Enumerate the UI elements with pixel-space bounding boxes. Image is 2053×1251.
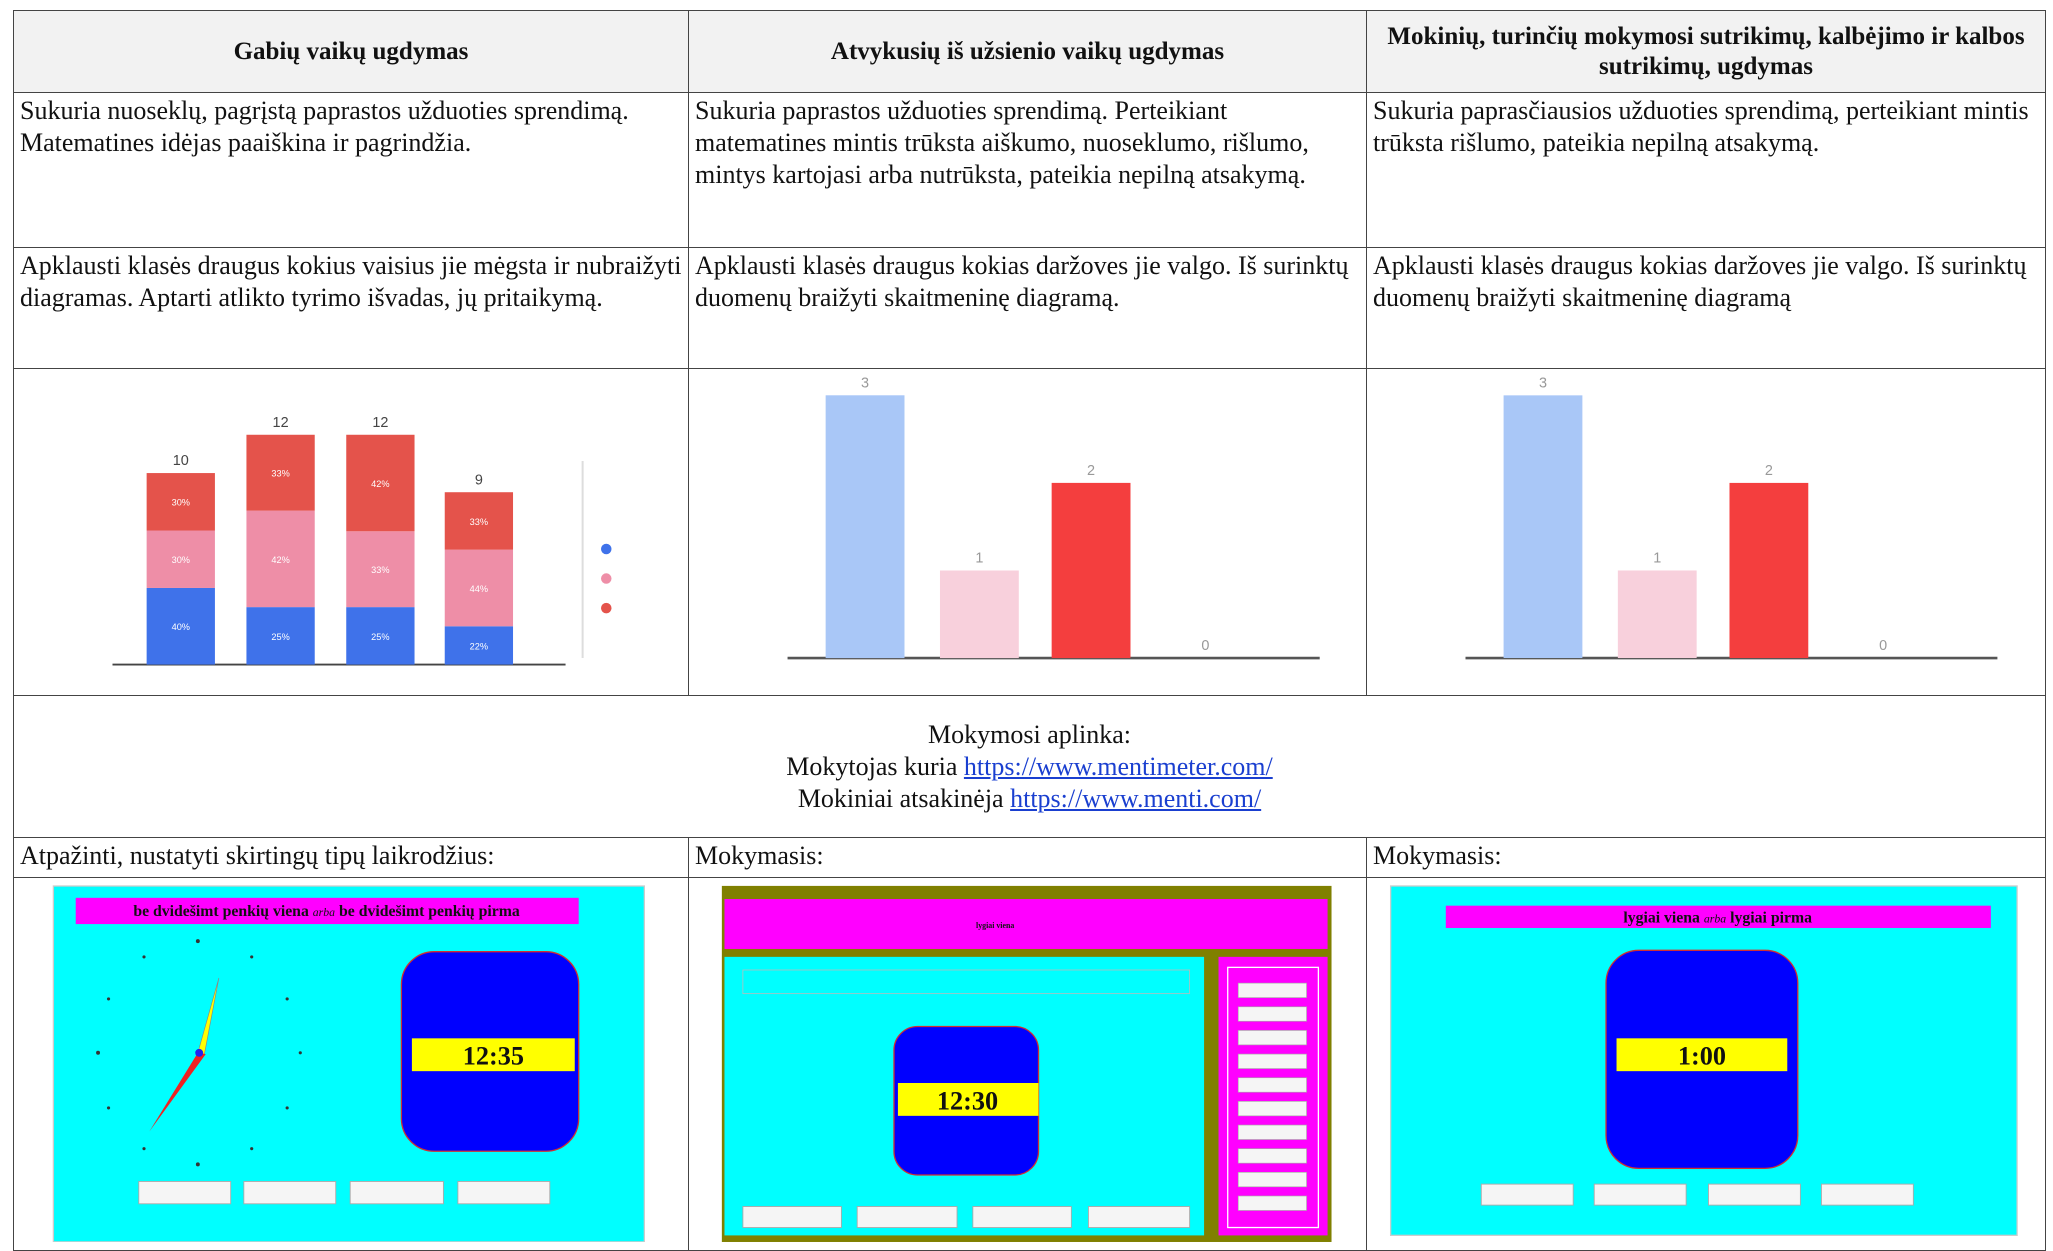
segment-label: 30% [172, 498, 190, 508]
value-label: 3 [861, 375, 869, 391]
row: Atpažinti, nustatyti skirtingų tipų laik… [13, 837, 2046, 878]
segment-label: 25% [371, 632, 389, 642]
title-part: be dvidešimt penkių pirma [339, 903, 520, 920]
cell: Apklausti klasės draugus kokias daržoves… [688, 247, 1367, 369]
value-label: 1 [1653, 551, 1661, 567]
legend-dot [601, 602, 612, 614]
screen-title: be dvidešimt penkių viena arba be dvidešim… [133, 903, 520, 920]
title-part: lygiai pirma [1730, 910, 1812, 927]
bar-segment [246, 510, 315, 608]
screenshot: be dvidešimt penkių viena arba be dvidešim… [52, 885, 646, 1243]
bar [939, 570, 1019, 659]
title-part: be dvidešimt penkių viena [133, 903, 309, 920]
total-label: 12 [273, 415, 289, 431]
line-text: Mokytojas kuria [786, 751, 958, 781]
segment-label: 22% [470, 641, 488, 651]
header-cell: Atvykusių iš užsienio vaikų ugdymas [688, 10, 1367, 93]
screen-time: 12:30 [937, 1086, 998, 1115]
value-label: 0 [1201, 638, 1209, 654]
chart-row: 40% 30% 30% 10 25% 42% 33% 12 25% 33% 42% 12 22% 44% 3… [13, 368, 2046, 696]
bar-segment [246, 434, 315, 511]
cell: Apklausti klasės draugus kokius vaisius … [13, 247, 689, 369]
environment-cell: Mokymosi aplinka: Mokytojas kuria https:… [13, 695, 2046, 838]
segment-label: 33% [271, 469, 289, 479]
bar-segment [146, 473, 215, 531]
cell: Atpažinti, nustatyti skirtingų tipų laik… [13, 837, 689, 878]
row: Apklausti klasės draugus kokius vaisius … [13, 247, 2046, 369]
value-label: 2 [1765, 463, 1773, 479]
bar-segment [444, 492, 514, 550]
chart: 40% 30% 30% 10 25% 42% 33% 12 25% 33% 42% 12 22% 44% 3… [112, 415, 612, 666]
row: Sukuria nuoseklų, pagrįstą paprastos užd… [13, 92, 2046, 248]
segment-label: 33% [470, 517, 488, 527]
cell: lygiai viena 12:30 [688, 877, 1367, 1251]
bar-segment [444, 549, 514, 627]
table: Gabių vaikų ugdymas Atvykusių iš užsieni… [13, 10, 2046, 1251]
value-label: 2 [1087, 463, 1095, 479]
cell: lygiai viena arba lygiai pirma 1:00 [1366, 877, 2046, 1251]
legend-dot [601, 543, 612, 555]
bar-segment [146, 530, 215, 588]
bar-segment [146, 587, 215, 665]
bar [1503, 395, 1583, 659]
value-label: 3 [1539, 375, 1547, 391]
screen-time: 1:00 [1678, 1042, 1726, 1071]
environment-line: Mokytojas kuria https://www.mentimeter.c… [20, 751, 2039, 783]
link[interactable]: https://www.menti.com/ [1010, 783, 1262, 813]
total-label: 12 [372, 415, 388, 431]
cell: Mokymasis: [688, 837, 1367, 878]
cell: Mokymasis: [1366, 837, 2046, 878]
chart: 3 1 2 0 [787, 375, 1320, 660]
screenshot: lygiai viena arba lygiai pirma 1:00 [1389, 885, 2018, 1236]
segment-label: 42% [371, 479, 389, 489]
segment-label: 42% [271, 555, 289, 565]
cell: Sukuria paprastos užduoties sprendimą. P… [688, 92, 1367, 248]
title-part: lygiai viena [1623, 910, 1700, 927]
legend-dot [601, 573, 612, 584]
segment-label: 40% [172, 622, 190, 632]
environment-line: Mokiniai atsakinėja https://www.menti.co… [20, 783, 2039, 815]
cell: Sukuria paprasčiausios užduoties sprendi… [1366, 92, 2046, 248]
bar [1051, 482, 1131, 659]
segment-label: 30% [172, 555, 190, 565]
total-label: 9 [475, 472, 483, 488]
bar-segment [346, 607, 415, 665]
header-cell: Gabių vaikų ugdymas [13, 10, 689, 93]
title-part: arba [1704, 912, 1726, 926]
total-label: 10 [173, 453, 189, 469]
chart: 3 1 2 0 [1465, 375, 1998, 660]
bar-segment [444, 626, 514, 665]
screens-row: be dvidešimt penkių viena arba be dvidešim… [13, 877, 2046, 1251]
header-cell: Mokinių, turinčių mokymosi sutrikimų, ka… [1366, 10, 2046, 93]
segment-label: 33% [371, 565, 389, 575]
value-label: 1 [975, 551, 983, 567]
segment-label: 25% [271, 632, 289, 642]
bar-segment [346, 434, 415, 532]
environment-title: Mokymosi aplinka: [928, 719, 1131, 749]
cell: Apklausti klasės draugus kokias daržoves… [1366, 247, 2046, 369]
bar-segment [246, 607, 315, 665]
screen-title: lygiai viena [976, 921, 1014, 930]
bar-segment [346, 531, 415, 608]
link[interactable]: https://www.mentimeter.com/ [963, 751, 1273, 781]
cell: Sukuria nuoseklų, pagrįstą paprastos užd… [13, 92, 689, 248]
cell: 40% 30% 30% 10 25% 42% 33% 12 25% 33% 42% 12 22% 44% 3… [13, 368, 689, 696]
header-row: Gabių vaikų ugdymas Atvykusių iš užsieni… [13, 10, 2046, 93]
screen-title: lygiai viena arba lygiai pirma [1623, 910, 1812, 927]
value-label: 0 [1879, 638, 1887, 654]
cell: be dvidešimt penkių viena arba be dvidešim… [13, 877, 689, 1251]
bar [1729, 482, 1809, 659]
bar [1617, 570, 1697, 659]
bar [825, 395, 905, 659]
row: Mokymosi aplinka: Mokytojas kuria https:… [13, 695, 2046, 838]
screen-time: 12:35 [463, 1042, 524, 1071]
screenshot: lygiai viena 12:30 [721, 885, 1332, 1242]
cell: 3 1 2 0 [688, 368, 1367, 696]
line-text: Mokiniai atsakinėja [797, 783, 1004, 813]
title-part: arba [313, 905, 335, 919]
segment-label: 44% [470, 584, 488, 594]
cell: 3 1 2 0 [1366, 368, 2046, 696]
